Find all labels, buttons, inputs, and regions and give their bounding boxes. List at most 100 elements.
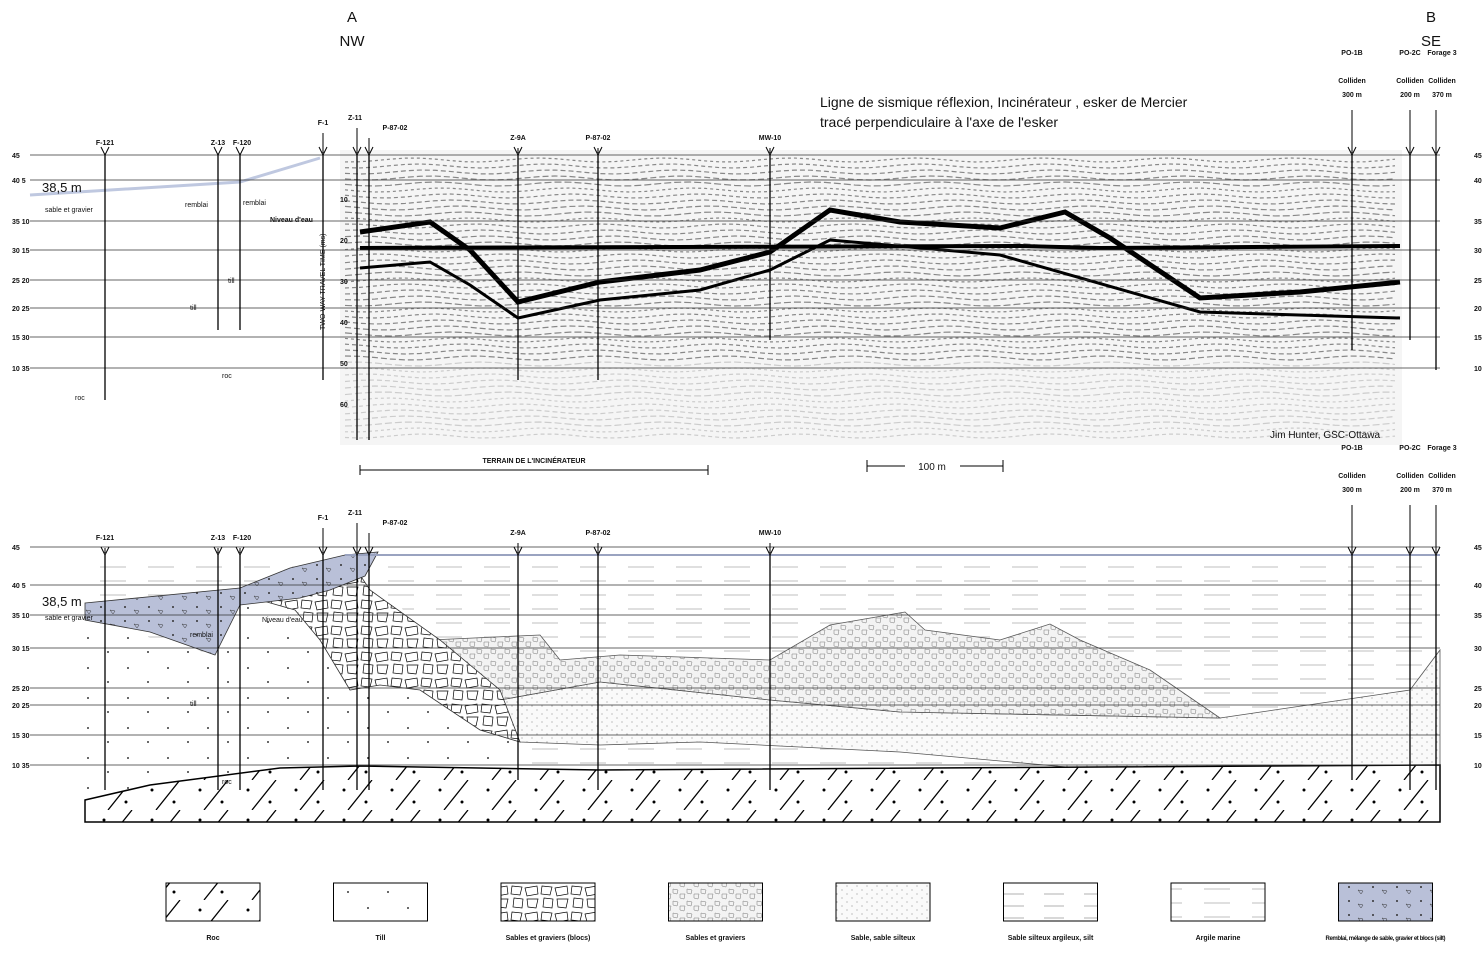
borehole-label: F-120 [233, 535, 251, 542]
borehole-label: F-1 [318, 120, 329, 127]
unit-label: remblai [185, 202, 208, 209]
legend-swatch [1004, 883, 1098, 921]
legend-label: Till [376, 935, 386, 942]
elevation-label: 25 [1474, 278, 1482, 285]
legend-label: Sables et graviers [686, 935, 746, 942]
borehole-sublabel: Colliden [1338, 78, 1366, 85]
borehole-label: Z-9A [510, 530, 526, 537]
section-end-direction: NW [340, 33, 366, 50]
borehole-label: Z-9A [510, 135, 526, 142]
borehole-sublabel: 200 m [1400, 92, 1420, 99]
unit-label: till [228, 278, 235, 285]
time-tick: 30 [340, 279, 348, 286]
level-label: 38,5 m [42, 180, 82, 195]
borehole-label: PO-2C [1399, 445, 1420, 452]
elevation-label: 25 [1474, 686, 1482, 693]
borehole-label: Z-11 [348, 510, 362, 517]
borehole-arrow [214, 147, 222, 155]
water-level-label: Niveau d'eau [262, 617, 303, 624]
site-label: TERRAIN DE L'INCINÉRATEUR [482, 456, 585, 465]
unit-label: till [190, 701, 197, 708]
borehole-label: PO-1B [1341, 445, 1362, 452]
borehole-label: Z-13 [211, 535, 226, 542]
time-tick: 20 [340, 238, 348, 245]
elevation-label: 35 [1474, 613, 1482, 620]
legend-label: Argile marine [1196, 935, 1241, 942]
elevation-label: 35 10 [12, 219, 30, 226]
borehole-sublabel: Colliden [1428, 473, 1456, 480]
elevation-label: 40 [1474, 178, 1482, 185]
borehole-label: F-121 [96, 535, 114, 542]
borehole-label: Forage 3 [1427, 445, 1456, 452]
elevation-label: 25 20 [12, 686, 30, 693]
elevation-label: 10 35 [12, 366, 30, 373]
elevation-label: 35 [1474, 219, 1482, 226]
legend-swatch [166, 883, 260, 921]
axis-label: TWO-WAY TRAVEL TIME (ms) [320, 234, 327, 330]
borehole-sublabel: 370 m [1432, 92, 1452, 99]
unit-label: sable et gravier [45, 615, 94, 622]
borehole-label: MW-10 [759, 530, 782, 537]
section-end-label: B [1426, 9, 1436, 26]
elevation-label: 10 [1474, 763, 1482, 770]
unit-label: roc [222, 373, 232, 380]
elevation-label: 15 [1474, 733, 1482, 740]
borehole-label: PO-1B [1341, 50, 1362, 57]
elevation-label: 45 [12, 153, 20, 160]
unit-label: remblai [190, 632, 213, 639]
time-tick: 40 [340, 320, 348, 327]
elevation-label: 45 [1474, 545, 1482, 552]
time-tick: 50 [340, 361, 348, 368]
elevation-label: 20 [1474, 306, 1482, 313]
borehole-sublabel: 300 m [1342, 487, 1362, 494]
elevation-label: 15 [1474, 335, 1482, 342]
time-tick: 10 [340, 197, 348, 204]
elevation-label: 40 5 [12, 583, 26, 590]
elevation-label: 30 [1474, 646, 1482, 653]
unit-label: till [190, 305, 197, 312]
rock-layer [85, 765, 1440, 822]
elevation-label: 45 [1474, 153, 1482, 160]
scale-label: 100 m [918, 462, 946, 473]
borehole-sublabel: 370 m [1432, 487, 1452, 494]
elevation-label: 15 30 [12, 733, 30, 740]
borehole-label: P-87-02 [383, 125, 408, 132]
borehole-label: P-87-02 [586, 135, 611, 142]
legend-swatch [501, 883, 595, 921]
legend-label: Remblai, mélange de sable, gravier et bl… [1326, 936, 1446, 942]
borehole-label: P-87-02 [586, 530, 611, 537]
elevation-label: 25 20 [12, 278, 30, 285]
section-title: Ligne de sismique réflexion, Incinérateu… [820, 94, 1188, 110]
unit-label: sable et gravier [45, 207, 94, 214]
legend-swatch [836, 883, 930, 921]
borehole-arrow [236, 147, 244, 155]
borehole-label: Forage 3 [1427, 50, 1456, 57]
borehole-label: F-1 [318, 515, 329, 522]
legend-label: Sable silteux argileux, silt [1008, 935, 1094, 942]
borehole-sublabel: Colliden [1396, 78, 1424, 85]
borehole-sublabel: 300 m [1342, 92, 1362, 99]
section-end-label: A [347, 9, 357, 26]
legend-label: Sables et graviers (blocs) [506, 935, 591, 942]
page: ANWBSELigne de sismique réflexion, Incin… [0, 0, 1483, 950]
unit-label: roc [222, 779, 232, 786]
legend-label: Roc [206, 935, 219, 942]
borehole-label: PO-2C [1399, 50, 1420, 57]
borehole-label: Z-11 [348, 115, 362, 122]
legend-label: Sable, sable silteux [851, 935, 916, 942]
borehole-sublabel: 200 m [1400, 487, 1420, 494]
elevation-label: 20 25 [12, 306, 30, 313]
legend-swatch [1339, 883, 1433, 921]
elevation-label: 30 15 [12, 248, 30, 255]
elevation-label: 10 35 [12, 763, 30, 770]
borehole-label: F-120 [233, 140, 251, 147]
borehole-arrow [101, 147, 109, 155]
elevation-label: 15 30 [12, 335, 30, 342]
elevation-label: 20 25 [12, 703, 30, 710]
borehole-label: MW-10 [759, 135, 782, 142]
elevation-label: 40 [1474, 583, 1482, 590]
unit-label: remblai [243, 200, 266, 207]
borehole-sublabel: Colliden [1396, 473, 1424, 480]
borehole-label: P-87-02 [383, 520, 408, 527]
elevation-label: 35 10 [12, 613, 30, 620]
